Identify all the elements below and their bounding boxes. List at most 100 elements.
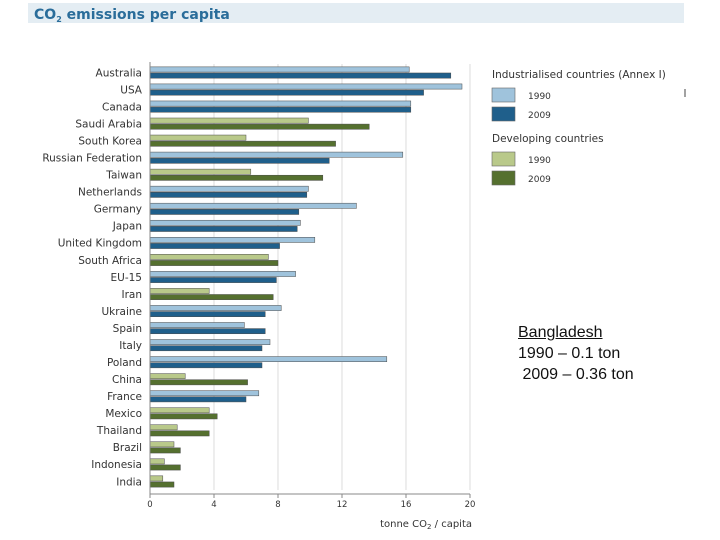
- legend-label-developing-2009: 2009: [528, 175, 551, 185]
- category-label-saudi-arabia: Saudi Arabia: [75, 118, 142, 130]
- bar-poland-1990: [149, 356, 388, 362]
- legend-label-industrialised-2009: 2009: [528, 111, 551, 121]
- bar-italy-2009: [149, 345, 263, 352]
- bar-indonesia-2009: [149, 464, 181, 471]
- bar-japan-2009: [149, 226, 298, 232]
- category-label-china: China: [112, 374, 142, 386]
- category-label-indonesia: Indonesia: [91, 459, 142, 471]
- x-tick-label-20: 20: [465, 500, 476, 510]
- bar-mexico-1990: [149, 407, 210, 414]
- bar-thailand-2009: [149, 430, 210, 437]
- bar-taiwan-1990: [149, 168, 252, 175]
- bar-canada-2009: [149, 106, 412, 113]
- category-label-australia: Australia: [96, 67, 142, 79]
- bar-spain-1990: [149, 322, 245, 328]
- x-tick-label-16: 16: [401, 500, 412, 510]
- bar-south-africa-1990: [149, 254, 269, 260]
- legend-title-developing: Developing countries: [492, 133, 604, 145]
- x-tick-label-12: 12: [337, 500, 348, 510]
- bar-india-2009: [149, 481, 175, 488]
- category-label-netherlands: Netherlands: [78, 187, 142, 199]
- x-axis: 0 4 8 12 16 20: [147, 62, 475, 510]
- category-label-france: France: [107, 391, 142, 403]
- bar-netherlands-1990: [149, 185, 309, 192]
- category-label-poland: Poland: [107, 357, 142, 369]
- bar-usa-1990: [149, 83, 463, 90]
- category-label-india: India: [116, 476, 142, 488]
- bar-saudi-arabia-1990: [149, 117, 309, 124]
- bar-netherlands-2009: [149, 192, 308, 198]
- bar-south-korea-1990: [149, 134, 247, 141]
- note-heading: Bangladesh: [518, 324, 603, 341]
- title-band: [28, 3, 684, 23]
- bar-thailand-1990: [149, 424, 178, 431]
- bar-spain-2009: [149, 328, 266, 335]
- category-label-south-korea: South Korea: [78, 135, 142, 147]
- category-label-taiwan: Taiwan: [105, 170, 142, 182]
- category-label-russian-federation: Russian Federation: [42, 153, 142, 165]
- bar-canada-1990: [149, 100, 412, 107]
- bar-australia-2009: [149, 72, 452, 79]
- legend-swatch-industrialised-2009: [491, 106, 516, 122]
- category-label-eu-15: EU-15: [111, 272, 142, 284]
- category-label-thailand: Thailand: [96, 425, 142, 437]
- bar-mexico-2009: [149, 413, 218, 420]
- note-line-2009: 2009 – 0.36 ton: [518, 366, 634, 383]
- chart-title: CO2 emissions per capita: [34, 7, 230, 24]
- bar-france-2009: [149, 396, 247, 403]
- legend-swatch-developing-1990: [491, 151, 516, 167]
- bar-south-korea-2009: [149, 140, 336, 147]
- bar-taiwan-2009: [149, 174, 324, 181]
- legend-title-industrialised: Industrialised countries (Annex I): [492, 69, 666, 81]
- bar-united-kingdom-2009: [149, 243, 280, 249]
- legend-label-industrialised-1990: 1990: [528, 92, 551, 102]
- bar-iran-2009: [149, 294, 274, 300]
- category-label-germany: Germany: [94, 204, 142, 216]
- category-label-usa: USA: [120, 84, 143, 96]
- category-labels: Australia USA Canada Saudi Arabia South Kore…: [42, 67, 142, 488]
- category-label-spain: Spain: [113, 323, 142, 335]
- bar-india-1990: [149, 475, 164, 482]
- bar-germany-2009: [149, 209, 300, 215]
- bar-indonesia-1990: [149, 458, 165, 465]
- legend-swatch-industrialised-1990: [491, 87, 516, 103]
- bar-australia-1990: [149, 66, 410, 73]
- bar-united-kingdom-1990: [149, 237, 316, 243]
- bar-china-2009: [149, 379, 248, 386]
- bar-poland-2009: [149, 362, 263, 369]
- bar-brazil-2009: [149, 447, 181, 454]
- category-label-mexico: Mexico: [105, 408, 142, 420]
- bars: [149, 66, 463, 488]
- legend-label-developing-1990: 1990: [528, 156, 551, 166]
- bar-saudi-arabia-2009: [149, 123, 370, 130]
- note-line-1990: 1990 – 0.1 ton: [518, 345, 621, 362]
- bar-usa-2009: [149, 89, 424, 96]
- x-tick-label-8: 8: [275, 500, 280, 510]
- category-label-japan: Japan: [112, 221, 142, 233]
- bar-brazil-1990: [149, 441, 175, 448]
- bar-france-1990: [149, 390, 260, 397]
- chart-header: CO2 emissions per capita: [28, 3, 684, 24]
- x-tick-label-0: 0: [147, 500, 152, 510]
- x-axis-label: tonne CO2 / capita: [380, 519, 472, 531]
- bar-eu-15-1990: [149, 271, 296, 277]
- bangladesh-note: Bangladesh 1990 – 0.1 ton 2009 – 0.36 to…: [518, 322, 634, 385]
- bar-eu-15-2009: [149, 277, 277, 283]
- bar-ukraine-2009: [149, 311, 266, 317]
- bar-japan-1990: [149, 219, 301, 226]
- bar-russian-federation-2009: [149, 157, 330, 164]
- category-label-united-kingdom: United Kingdom: [58, 238, 142, 250]
- category-label-brazil: Brazil: [113, 442, 142, 454]
- category-label-iran: Iran: [121, 289, 142, 301]
- category-label-ukraine: Ukraine: [101, 306, 142, 318]
- bar-south-africa-2009: [149, 260, 279, 266]
- category-label-south-africa: South Africa: [78, 255, 142, 267]
- category-label-canada: Canada: [102, 101, 142, 113]
- legend-swatch-developing-2009: [491, 170, 516, 186]
- bar-iran-1990: [149, 288, 210, 294]
- x-tick-label-4: 4: [211, 500, 216, 510]
- bar-germany-1990: [149, 202, 357, 209]
- category-label-italy: Italy: [119, 340, 142, 352]
- bar-italy-1990: [149, 339, 271, 345]
